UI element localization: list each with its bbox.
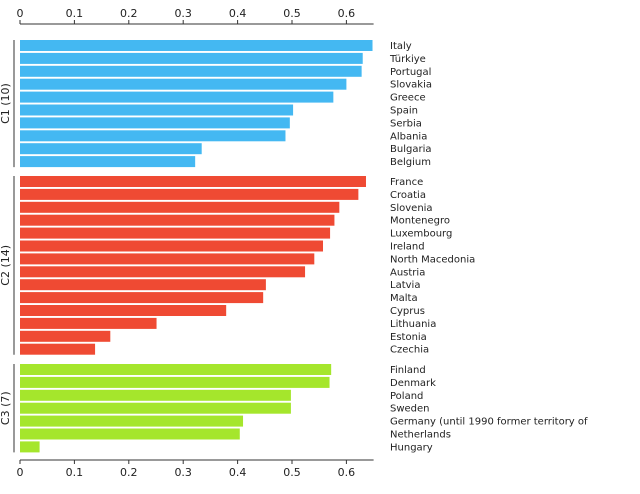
bar-group: C2 (14) France Croatia Slovenia Montenegro Lu… bbox=[0, 176, 475, 356]
bar[interactable] bbox=[20, 364, 332, 375]
bar[interactable] bbox=[20, 40, 373, 51]
x-tick-label: 0.5 bbox=[283, 466, 301, 479]
category-label: France bbox=[390, 177, 423, 188]
bar[interactable] bbox=[20, 130, 286, 142]
bar[interactable] bbox=[20, 188, 359, 200]
category-label: Türkiye bbox=[389, 54, 426, 65]
category-label: Austria bbox=[390, 267, 425, 278]
bar[interactable] bbox=[20, 317, 157, 329]
bar-group: C1 (10) Italy Türkiye Portugal Slovakia Greec… bbox=[0, 40, 432, 168]
x-tick-label: 0 bbox=[17, 466, 24, 479]
bar[interactable] bbox=[20, 91, 334, 103]
category-label: Hungary bbox=[390, 442, 433, 453]
bottom-x-axis: 0 0.1 0.2 0.3 0.4 0.5 0.6 bbox=[17, 459, 374, 479]
bar[interactable] bbox=[20, 428, 240, 440]
category-label: Montenegro bbox=[390, 216, 450, 227]
category-label: Serbia bbox=[390, 118, 422, 129]
category-label: Poland bbox=[390, 391, 423, 402]
bar[interactable] bbox=[20, 266, 306, 278]
bar[interactable] bbox=[20, 117, 290, 129]
bar[interactable] bbox=[20, 441, 40, 453]
bar[interactable] bbox=[20, 201, 340, 213]
category-label: Malta bbox=[390, 293, 418, 304]
category-label: Luxembourg bbox=[390, 229, 452, 240]
category-label: Sweden bbox=[390, 404, 430, 415]
category-label: Ireland bbox=[390, 242, 425, 253]
category-label: Italy bbox=[390, 41, 412, 52]
category-label: Bulgaria bbox=[390, 144, 431, 155]
group-label: C3 (7) bbox=[0, 391, 12, 425]
x-tick-label: 0 bbox=[17, 7, 24, 20]
x-tick-label: 0.1 bbox=[66, 7, 84, 20]
x-tick-label: 0.3 bbox=[174, 7, 192, 20]
category-label: Germany (until 1990 former territory of bbox=[390, 417, 588, 428]
x-tick-label: 0.5 bbox=[283, 7, 301, 20]
group-label: C2 (14) bbox=[0, 245, 12, 286]
bar[interactable] bbox=[20, 227, 331, 239]
category-label: Albania bbox=[390, 131, 427, 142]
category-label: Cyprus bbox=[390, 306, 425, 317]
category-label: Slovakia bbox=[390, 80, 432, 91]
category-label: Latvia bbox=[390, 280, 420, 291]
bar[interactable] bbox=[20, 78, 347, 90]
category-label: Finland bbox=[390, 365, 426, 376]
bar[interactable] bbox=[20, 214, 335, 226]
bar[interactable] bbox=[20, 330, 111, 342]
bar[interactable] bbox=[20, 65, 362, 77]
group-label: C1 (10) bbox=[0, 83, 12, 124]
category-label: Spain bbox=[390, 106, 418, 117]
bar[interactable] bbox=[20, 376, 330, 388]
x-tick-label: 0.3 bbox=[174, 466, 192, 479]
x-tick-label: 0.2 bbox=[120, 466, 138, 479]
x-tick-label: 0.6 bbox=[338, 466, 356, 479]
category-label: North Macedonia bbox=[390, 254, 475, 265]
x-tick-label: 0.6 bbox=[338, 7, 356, 20]
top-x-axis: 0 0.1 0.2 0.3 0.4 0.5 0.6 bbox=[17, 7, 374, 25]
bar[interactable] bbox=[20, 176, 366, 187]
bar[interactable] bbox=[20, 415, 244, 427]
category-label: Croatia bbox=[390, 190, 426, 201]
x-tick-label: 0.1 bbox=[66, 466, 84, 479]
bar[interactable] bbox=[20, 292, 264, 304]
category-label: Belgium bbox=[390, 157, 431, 168]
bar[interactable] bbox=[20, 279, 266, 291]
bar[interactable] bbox=[20, 240, 324, 252]
category-label: Czechia bbox=[390, 345, 429, 356]
bar-groups: C1 (10) Italy Türkiye Portugal Slovakia Greec… bbox=[0, 40, 588, 453]
category-label: Greece bbox=[390, 93, 426, 104]
bar[interactable] bbox=[20, 305, 227, 316]
bar[interactable] bbox=[20, 52, 363, 64]
category-label: Estonia bbox=[390, 332, 427, 343]
x-tick-label: 0.4 bbox=[229, 7, 247, 20]
x-tick-label: 0.4 bbox=[229, 466, 247, 479]
category-label: Netherlands bbox=[390, 430, 451, 441]
category-label: Lithuania bbox=[390, 319, 436, 330]
bar[interactable] bbox=[20, 389, 291, 401]
x-tick-label: 0.2 bbox=[120, 7, 138, 20]
bar[interactable] bbox=[20, 402, 291, 414]
category-label: Slovenia bbox=[390, 203, 433, 214]
category-label: Portugal bbox=[390, 67, 431, 78]
bar-group: C3 (7) Finland Denmark Poland Sweden Germany … bbox=[0, 364, 588, 453]
bar[interactable] bbox=[20, 156, 196, 168]
category-label: Denmark bbox=[390, 378, 436, 389]
bar[interactable] bbox=[20, 104, 294, 116]
bar[interactable] bbox=[20, 143, 202, 155]
bar[interactable] bbox=[20, 343, 96, 355]
bar[interactable] bbox=[20, 253, 315, 265]
